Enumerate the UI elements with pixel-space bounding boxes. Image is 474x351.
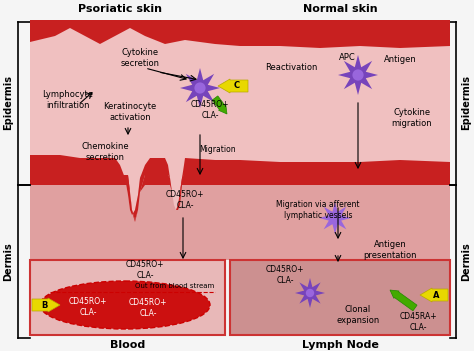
Text: Reactivation: Reactivation: [265, 64, 318, 73]
Text: Out from blood stream: Out from blood stream: [136, 283, 215, 289]
Polygon shape: [30, 175, 450, 222]
FancyArrow shape: [390, 290, 417, 311]
FancyBboxPatch shape: [230, 260, 450, 335]
Text: Antigen: Antigen: [383, 55, 416, 65]
Text: CD45RA+
CLA-: CD45RA+ CLA-: [399, 312, 437, 332]
Text: Epidermis: Epidermis: [461, 75, 471, 131]
Text: CD45RO+
CLA-: CD45RO+ CLA-: [166, 190, 204, 210]
Text: Normal skin: Normal skin: [303, 4, 377, 14]
Text: B: B: [41, 300, 47, 310]
Polygon shape: [30, 155, 450, 220]
Text: APC: APC: [338, 53, 356, 62]
Text: CD45RO+
CLA-: CD45RO+ CLA-: [129, 298, 167, 318]
Text: Migration: Migration: [200, 146, 237, 154]
Text: Psoriatic skin: Psoriatic skin: [78, 4, 162, 14]
Text: Dermis: Dermis: [3, 243, 13, 282]
Text: Lymphocyte
infiltration: Lymphocyte infiltration: [43, 90, 93, 110]
Text: Lymph Node: Lymph Node: [301, 340, 378, 350]
Polygon shape: [319, 202, 351, 234]
Text: CD45RO+
CLA-: CD45RO+ CLA-: [126, 260, 164, 280]
Circle shape: [194, 82, 206, 94]
Polygon shape: [180, 68, 220, 108]
Text: A: A: [433, 291, 439, 299]
Text: CD45RO+
CLA-: CD45RO+ CLA-: [266, 265, 304, 285]
Polygon shape: [30, 20, 450, 185]
Text: CD45RO+
CLA-: CD45RO+ CLA-: [69, 297, 107, 317]
Circle shape: [352, 69, 364, 81]
Circle shape: [306, 289, 314, 297]
Polygon shape: [338, 55, 378, 95]
FancyArrow shape: [212, 96, 227, 114]
Text: Cytokine
migration: Cytokine migration: [392, 108, 432, 128]
Text: Blood: Blood: [110, 340, 146, 350]
Polygon shape: [295, 278, 325, 308]
Text: Migration via afferent
lymphatic vessels: Migration via afferent lymphatic vessels: [276, 200, 360, 220]
Polygon shape: [30, 28, 450, 215]
FancyArrow shape: [32, 298, 60, 312]
Ellipse shape: [40, 281, 210, 329]
Text: Dermis: Dermis: [461, 243, 471, 282]
Text: C: C: [234, 81, 240, 91]
Text: CD45RO+
CLA-: CD45RO+ CLA-: [191, 100, 229, 120]
FancyBboxPatch shape: [30, 260, 225, 335]
Circle shape: [330, 213, 339, 223]
Polygon shape: [30, 175, 450, 260]
Text: Cytokine
secretion: Cytokine secretion: [120, 48, 159, 68]
Text: Epidermis: Epidermis: [3, 75, 13, 131]
Text: Antigen
presentation: Antigen presentation: [363, 240, 417, 260]
Text: Chemokine
secretion: Chemokine secretion: [81, 142, 129, 162]
Text: Keratinocyte
activation: Keratinocyte activation: [103, 102, 156, 122]
Text: Clonal
expansion: Clonal expansion: [337, 305, 380, 325]
Polygon shape: [30, 20, 450, 48]
FancyArrow shape: [218, 79, 248, 93]
FancyArrow shape: [420, 288, 448, 302]
